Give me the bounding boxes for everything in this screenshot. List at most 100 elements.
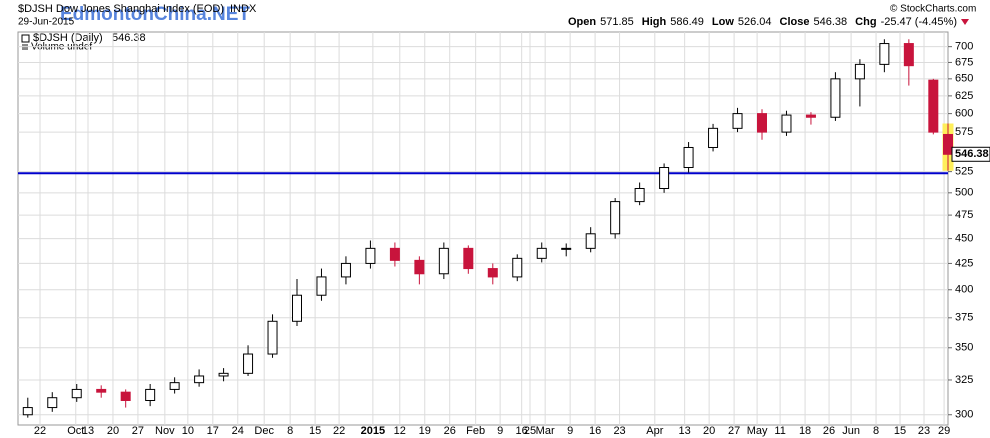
y-tick-label: 450 <box>955 233 973 245</box>
x-tick-label: 22 <box>34 425 46 437</box>
x-tick-label: 10 <box>182 425 194 437</box>
legend-value: 546.38 <box>112 32 146 44</box>
candle-body <box>194 375 205 384</box>
candle-body <box>781 114 792 133</box>
x-tick-label: 26 <box>444 425 456 437</box>
y-tick-label: 600 <box>955 108 973 120</box>
x-tick-label: 19 <box>419 425 431 437</box>
candle-body <box>561 247 572 250</box>
change-arrow <box>961 19 969 25</box>
y-tick-label: 325 <box>955 374 973 386</box>
candle-body <box>903 43 914 67</box>
y-tick-label: 625 <box>955 90 973 102</box>
x-tick-label: 16 <box>516 425 528 437</box>
candle-body <box>683 146 694 169</box>
quote-bar: Open 571.85 High 586.49 Low 526.04 Close 546.38… <box>568 16 969 28</box>
price-tag-label: 546.38 <box>955 148 989 160</box>
x-tick-label: 22 <box>333 425 345 437</box>
price-tag <box>951 146 990 162</box>
chart-title: $DJSH Dow Jones Shanghai Index (EOD) <box>18 3 224 15</box>
x-tick-label: 26 <box>823 425 835 437</box>
quote-label: Close <box>780 16 810 28</box>
candle-body <box>487 268 498 278</box>
x-tick-label: Nov <box>155 425 175 437</box>
y-tick-label: 700 <box>955 41 973 53</box>
candle-body <box>243 353 254 374</box>
plot-frame <box>17 31 949 426</box>
x-tick-label: 24 <box>232 425 244 437</box>
quote-label: Low <box>712 16 734 28</box>
candle-body <box>732 113 743 129</box>
legend-icon <box>21 34 30 43</box>
x-tick-label: 23 <box>613 425 625 437</box>
y-tick-label: 300 <box>955 409 973 421</box>
y-tick-label: 575 <box>955 126 973 138</box>
x-tick-label: 13 <box>82 425 94 437</box>
x-tick-label: 17 <box>207 425 219 437</box>
y-tick-label: 500 <box>955 187 973 199</box>
candle-body <box>218 372 229 377</box>
quote-value: 546.38 <box>814 16 848 28</box>
x-tick-label: 29 <box>938 425 950 437</box>
legend-label: $DJSH (Daily) <box>33 32 103 44</box>
x-tick-label: 23 <box>918 425 930 437</box>
candle-body <box>47 397 58 409</box>
quote-value: 526.04 <box>738 16 772 28</box>
quote-value: 586.49 <box>670 16 704 28</box>
x-tick-label: 16 <box>589 425 601 437</box>
candle-body <box>854 63 865 80</box>
x-tick-label: Jun <box>842 425 860 437</box>
candle-body <box>708 127 719 148</box>
x-tick-label: 11 <box>774 425 785 437</box>
candle-body <box>71 388 82 399</box>
candle-body <box>292 294 302 322</box>
x-tick-label: 2015 <box>361 425 385 437</box>
y-tick-label: 425 <box>955 257 973 269</box>
y-tick-label: 400 <box>955 284 973 296</box>
candle-body <box>267 320 278 355</box>
candle-body <box>585 233 596 249</box>
candle-body <box>22 407 33 416</box>
exchange: INDX <box>230 3 257 15</box>
candle-body <box>879 43 890 65</box>
x-tick-label: 15 <box>309 425 321 437</box>
candle-body <box>757 113 767 133</box>
x-tick-label: 8 <box>873 425 879 437</box>
candle-body <box>830 78 841 118</box>
candle-body <box>928 79 939 133</box>
y-tick-label: 375 <box>955 312 973 324</box>
x-tick-label: 13 <box>679 425 691 437</box>
x-tick-label: 18 <box>799 425 811 437</box>
x-tick-label: 15 <box>894 425 906 437</box>
candle-body <box>659 167 670 189</box>
x-tick-label: 9 <box>567 425 573 437</box>
x-tick-label: 25 <box>524 425 536 437</box>
candle-body <box>634 187 645 203</box>
x-tick-label: 20 <box>107 425 119 437</box>
candle-body <box>512 257 523 278</box>
quote-label: Open <box>568 16 596 28</box>
x-tick-label: 12 <box>394 425 406 437</box>
candle-body <box>365 247 376 264</box>
candle-body <box>145 388 156 401</box>
x-tick-label: Feb <box>466 425 485 437</box>
x-tick-label: 27 <box>132 425 144 437</box>
y-tick-label: 675 <box>955 56 973 68</box>
y-tick-label: 650 <box>955 73 973 85</box>
y-tick-label: 350 <box>955 342 973 354</box>
candle-body <box>805 114 816 118</box>
x-tick-label: 20 <box>703 425 715 437</box>
x-tick-label: Apr <box>646 425 663 437</box>
x-tick-label: 9 <box>497 425 503 437</box>
candle-body <box>943 133 953 155</box>
y-tick-label: 525 <box>955 166 973 178</box>
quote-value: -25.47 (-4.45%) <box>881 16 957 28</box>
quote-label: High <box>642 16 667 28</box>
candle-body <box>316 276 327 296</box>
quote-value: 571.85 <box>600 16 634 28</box>
candle-body <box>438 247 449 275</box>
watermark: EdmontonChina.NET <box>60 4 250 25</box>
candle-body <box>414 259 425 275</box>
candle-body <box>389 247 400 261</box>
